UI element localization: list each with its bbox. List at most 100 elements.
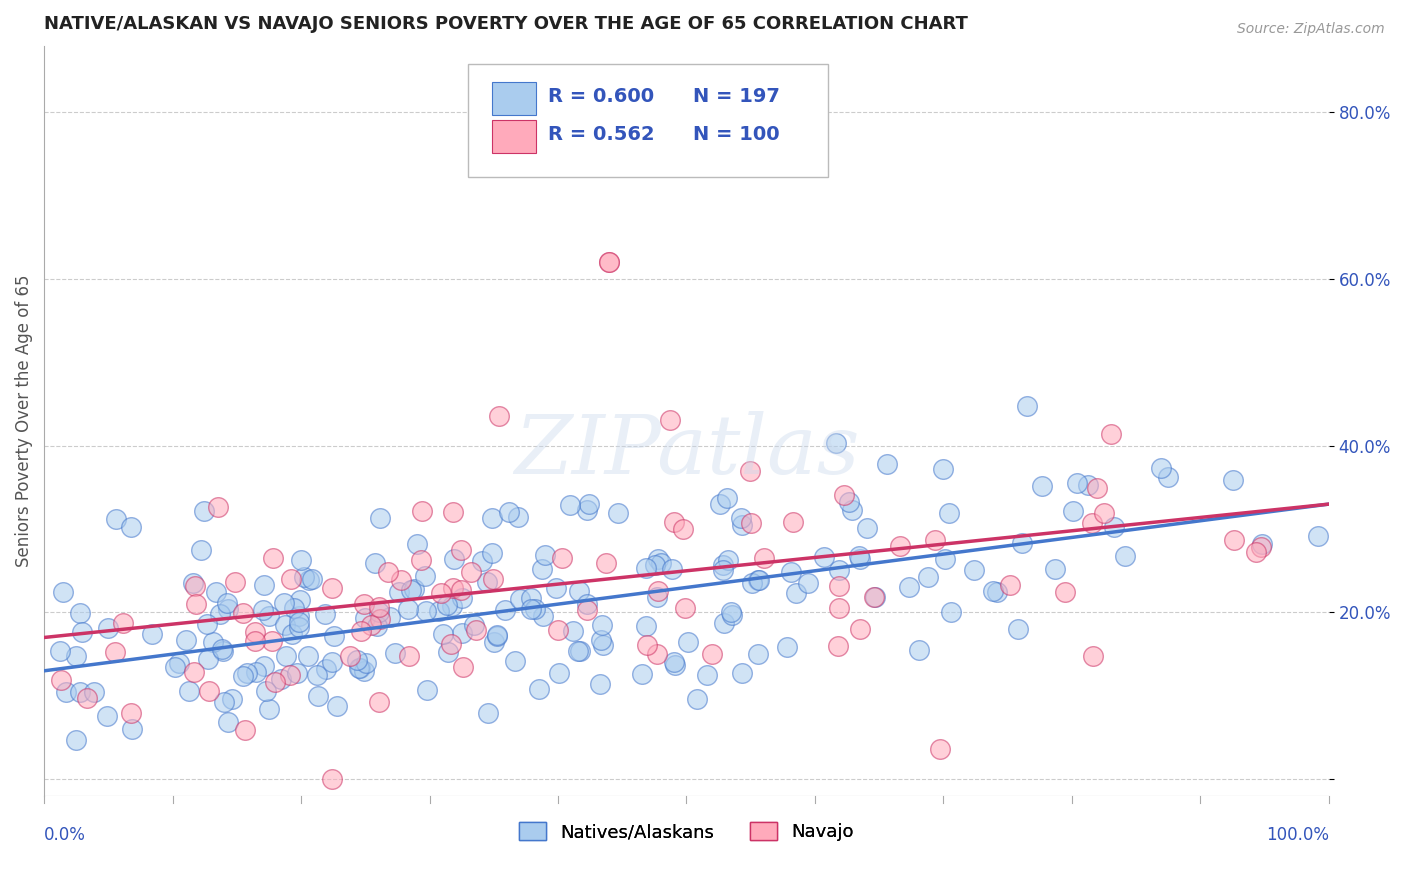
Point bbox=[998, 578, 1021, 592]
Point bbox=[589, 633, 612, 648]
Point bbox=[471, 554, 494, 568]
Point bbox=[686, 692, 709, 706]
Point bbox=[396, 602, 419, 616]
Point bbox=[661, 562, 683, 576]
Point bbox=[97, 621, 120, 635]
Point bbox=[741, 575, 763, 590]
Point bbox=[568, 644, 591, 658]
Point bbox=[245, 665, 267, 679]
Text: 0.0%: 0.0% bbox=[44, 826, 86, 844]
Point bbox=[863, 590, 886, 604]
Text: ZIPatlas: ZIPatlas bbox=[513, 410, 859, 491]
Point bbox=[322, 629, 344, 643]
Point bbox=[1007, 622, 1029, 636]
Point bbox=[384, 646, 406, 660]
Point bbox=[368, 511, 391, 525]
Point bbox=[558, 499, 581, 513]
Point bbox=[121, 722, 143, 736]
Point bbox=[520, 591, 543, 605]
Point bbox=[297, 573, 319, 587]
Point bbox=[202, 635, 225, 649]
Point bbox=[547, 624, 569, 638]
Point bbox=[235, 666, 257, 681]
Point bbox=[450, 582, 472, 597]
Point bbox=[253, 659, 276, 673]
Point bbox=[711, 558, 734, 572]
Point bbox=[1246, 544, 1268, 558]
Point bbox=[377, 566, 399, 580]
Point bbox=[388, 585, 411, 599]
Point bbox=[181, 576, 204, 591]
Point bbox=[484, 635, 506, 649]
Point bbox=[1114, 549, 1136, 563]
Point bbox=[645, 590, 668, 604]
Point bbox=[436, 598, 458, 612]
Point bbox=[889, 540, 911, 554]
Point bbox=[606, 506, 628, 520]
Text: R = 0.600: R = 0.600 bbox=[548, 87, 654, 106]
Point bbox=[416, 683, 439, 698]
Point bbox=[285, 665, 308, 680]
Point bbox=[65, 732, 87, 747]
Point bbox=[197, 617, 219, 632]
Point bbox=[675, 601, 697, 615]
Point bbox=[731, 518, 754, 533]
Point bbox=[508, 510, 530, 524]
Point bbox=[398, 648, 420, 663]
Point bbox=[179, 684, 201, 698]
Y-axis label: Seniors Poverty Over the Age of 65: Seniors Poverty Over the Age of 65 bbox=[15, 275, 32, 567]
Point bbox=[598, 255, 620, 269]
Point bbox=[862, 590, 884, 604]
Point bbox=[828, 579, 851, 593]
Point bbox=[404, 582, 426, 596]
Point bbox=[288, 592, 311, 607]
Point bbox=[270, 673, 292, 687]
Point bbox=[349, 624, 371, 638]
Point bbox=[411, 504, 433, 518]
Point bbox=[740, 516, 762, 530]
Point bbox=[547, 666, 569, 681]
Point bbox=[477, 706, 499, 720]
Point bbox=[876, 457, 898, 471]
Point bbox=[498, 505, 520, 519]
Point bbox=[986, 585, 1008, 599]
Point bbox=[430, 585, 453, 599]
Point bbox=[932, 461, 955, 475]
Point bbox=[464, 624, 486, 638]
Point bbox=[494, 602, 516, 616]
Point bbox=[481, 510, 503, 524]
Point bbox=[163, 660, 186, 674]
Point bbox=[523, 602, 546, 616]
Point bbox=[1104, 519, 1126, 533]
FancyBboxPatch shape bbox=[492, 82, 536, 115]
Point bbox=[339, 648, 361, 663]
Point bbox=[730, 511, 752, 525]
Point bbox=[353, 665, 375, 679]
Point bbox=[1306, 529, 1329, 543]
Point bbox=[636, 638, 658, 652]
Point bbox=[1222, 533, 1244, 548]
Point bbox=[720, 605, 742, 619]
Point bbox=[813, 550, 835, 565]
Point bbox=[938, 506, 960, 520]
Point bbox=[69, 685, 91, 699]
Point bbox=[321, 772, 343, 787]
Point bbox=[488, 409, 510, 423]
Point bbox=[432, 627, 454, 641]
Text: Source: ZipAtlas.com: Source: ZipAtlas.com bbox=[1237, 22, 1385, 37]
Point bbox=[551, 551, 574, 566]
Point bbox=[928, 742, 950, 756]
Point bbox=[69, 607, 91, 621]
Point bbox=[907, 643, 929, 657]
Point bbox=[1077, 478, 1099, 492]
Point bbox=[288, 615, 311, 630]
Point bbox=[595, 556, 617, 570]
Point bbox=[1250, 540, 1272, 554]
Point bbox=[848, 549, 870, 563]
Point bbox=[509, 592, 531, 607]
Point bbox=[534, 548, 557, 562]
Point bbox=[731, 665, 754, 680]
Point bbox=[981, 584, 1004, 599]
Point bbox=[747, 573, 769, 587]
Point bbox=[963, 563, 986, 577]
